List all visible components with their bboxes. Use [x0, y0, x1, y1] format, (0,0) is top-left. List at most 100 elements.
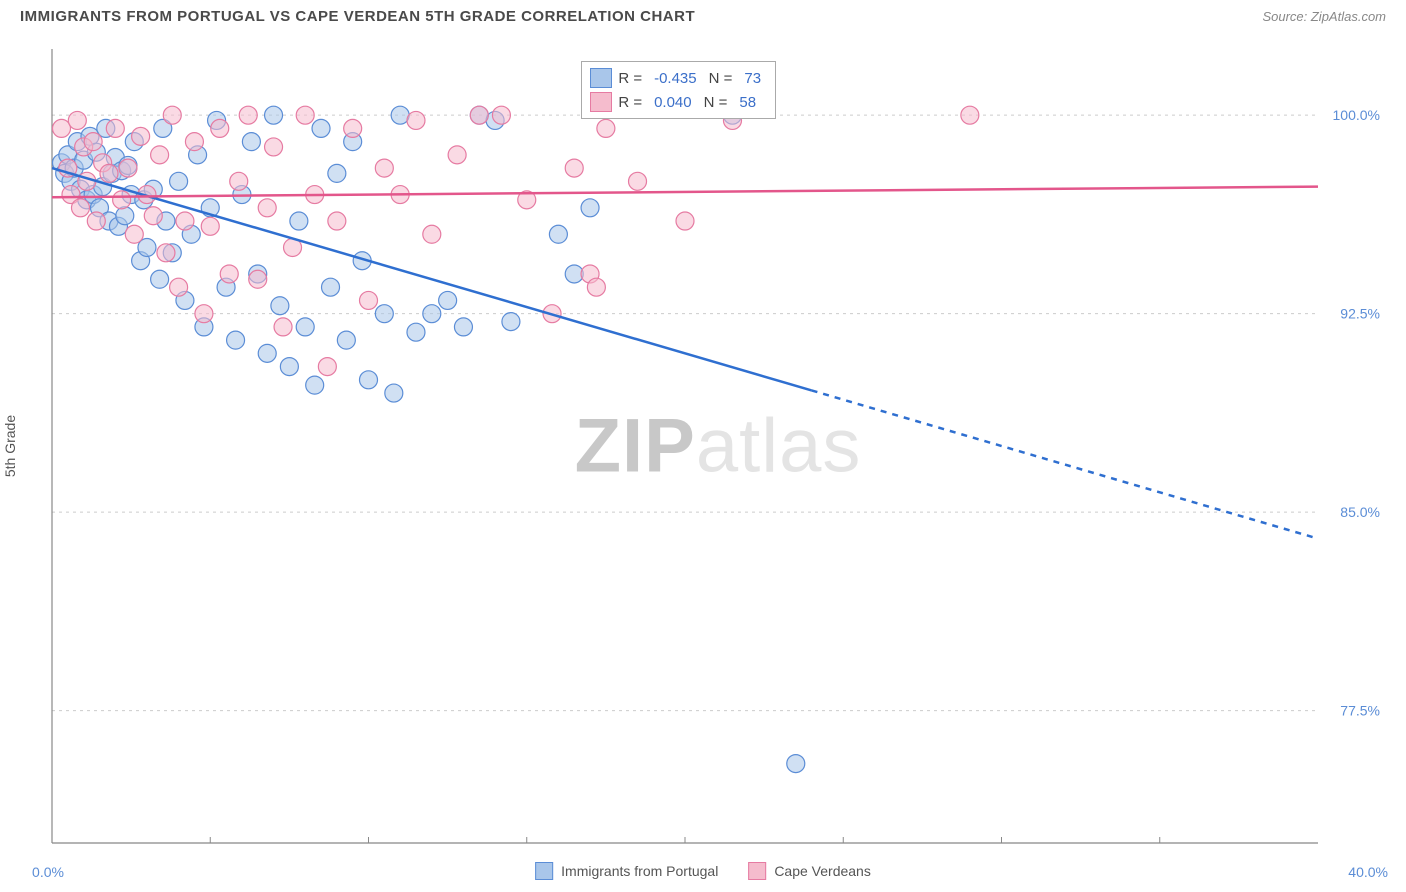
data-point: [961, 106, 979, 124]
legend-swatch: [590, 92, 612, 112]
data-point: [296, 318, 314, 336]
data-point: [470, 106, 488, 124]
data-point: [71, 199, 89, 217]
source-attribution: Source: ZipAtlas.com: [1262, 9, 1386, 24]
data-point: [116, 207, 134, 225]
data-point: [296, 106, 314, 124]
data-point: [119, 159, 137, 177]
data-point: [597, 119, 615, 137]
data-point: [337, 331, 355, 349]
data-point: [322, 278, 340, 296]
correlation-legend-row: R = -0.435 N = 73: [590, 66, 767, 90]
data-point: [787, 755, 805, 773]
series-legend: Immigrants from Portugal Cape Verdeans: [535, 862, 871, 880]
data-point: [271, 297, 289, 315]
data-point: [84, 133, 102, 151]
trend-line-extrapolated: [812, 390, 1318, 538]
y-axis-tick-label: 100.0%: [1333, 107, 1380, 123]
data-point: [157, 244, 175, 262]
data-point: [265, 138, 283, 156]
data-point: [565, 159, 583, 177]
data-point: [132, 127, 150, 145]
data-point: [448, 146, 466, 164]
x-axis-tick-max: 40.0%: [1348, 864, 1388, 880]
data-point: [125, 225, 143, 243]
legend-r-label: R =: [618, 94, 642, 111]
data-point: [375, 305, 393, 323]
legend-n-label: N =: [709, 70, 733, 87]
data-point: [274, 318, 292, 336]
legend-n-value: 73: [738, 70, 767, 87]
data-point: [227, 331, 245, 349]
data-point: [454, 318, 472, 336]
data-point: [549, 225, 567, 243]
data-point: [407, 323, 425, 341]
legend-r-label: R =: [618, 70, 642, 87]
data-point: [151, 270, 169, 288]
data-point: [360, 371, 378, 389]
scatter-plot-svg: 100.0% 92.5% 85.0% 77.5%: [48, 45, 1388, 847]
data-point: [258, 199, 276, 217]
data-point: [328, 212, 346, 230]
data-point: [439, 291, 457, 309]
correlation-legend: R =-0.435N =73R =0.040N =58: [581, 61, 776, 119]
legend-swatch: [748, 862, 766, 880]
data-point: [581, 199, 599, 217]
data-point: [306, 376, 324, 394]
data-point: [249, 270, 267, 288]
data-point: [280, 358, 298, 376]
data-point: [230, 172, 248, 190]
data-point: [170, 278, 188, 296]
data-point: [676, 212, 694, 230]
data-point: [87, 212, 105, 230]
data-point: [423, 305, 441, 323]
data-point: [211, 119, 229, 137]
data-point: [195, 305, 213, 323]
legend-swatch: [535, 862, 553, 880]
legend-n-value: 58: [733, 94, 762, 111]
correlation-legend-row: R =0.040N =58: [590, 90, 767, 114]
data-point: [185, 133, 203, 151]
data-point: [629, 172, 647, 190]
data-point: [163, 106, 181, 124]
chart-title: IMMIGRANTS FROM PORTUGAL VS CAPE VERDEAN…: [20, 8, 695, 25]
data-point: [407, 111, 425, 129]
data-point: [220, 265, 238, 283]
legend-series-label: Cape Verdeans: [774, 863, 871, 879]
data-point: [106, 119, 124, 137]
data-point: [144, 207, 162, 225]
data-point: [312, 119, 330, 137]
series-legend-item: Cape Verdeans: [748, 862, 871, 880]
data-point: [492, 106, 510, 124]
chart-area: 100.0%92.5%85.0%77.5% ZIPatlas R =-0.435…: [48, 45, 1388, 847]
data-point: [176, 212, 194, 230]
data-point: [52, 119, 70, 137]
series-legend-item: Immigrants from Portugal: [535, 862, 718, 880]
data-point: [239, 106, 257, 124]
legend-r-value: -0.435: [648, 70, 703, 87]
data-point: [290, 212, 308, 230]
data-point: [242, 133, 260, 151]
data-point: [502, 313, 520, 331]
data-point: [344, 119, 362, 137]
data-point: [113, 191, 131, 209]
legend-n-label: N =: [704, 94, 728, 111]
data-point: [328, 164, 346, 182]
y-axis-label: 5th Grade: [2, 415, 18, 477]
data-point: [375, 159, 393, 177]
y-axis-tick-label: 92.5%: [1340, 306, 1380, 322]
legend-swatch: [590, 68, 612, 88]
data-point: [170, 172, 188, 190]
data-point: [318, 358, 336, 376]
data-point: [385, 384, 403, 402]
legend-series-label: Immigrants from Portugal: [561, 863, 718, 879]
data-point: [258, 344, 276, 362]
data-point: [360, 291, 378, 309]
data-point: [423, 225, 441, 243]
data-point: [265, 106, 283, 124]
x-axis-tick-min: 0.0%: [32, 864, 64, 880]
data-point: [587, 278, 605, 296]
y-axis-tick-label: 85.0%: [1340, 504, 1380, 520]
data-point: [100, 164, 118, 182]
y-axis-tick-label: 77.5%: [1340, 703, 1380, 719]
